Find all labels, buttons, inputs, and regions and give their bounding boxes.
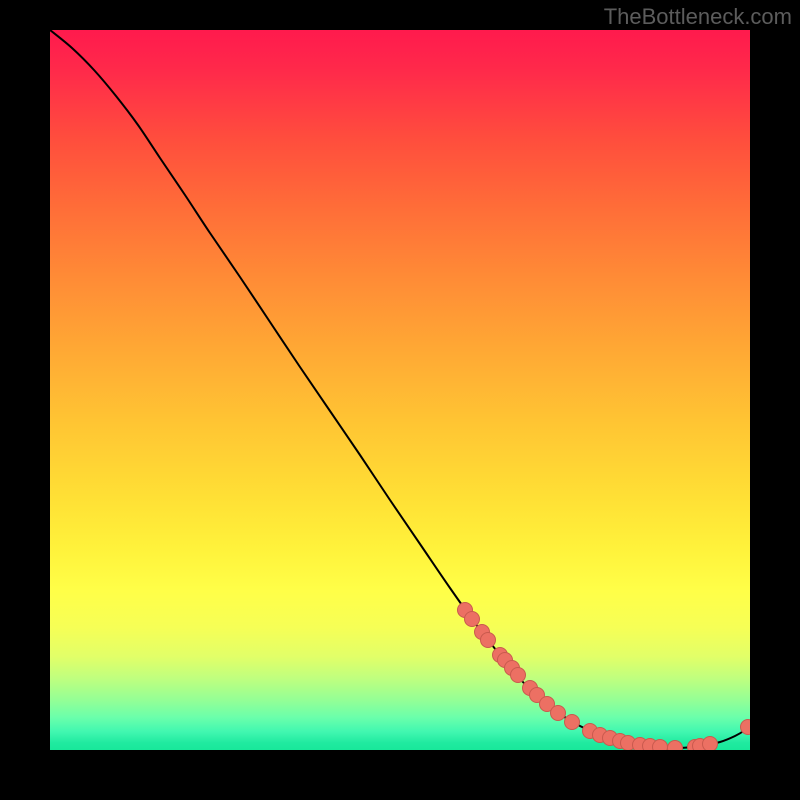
watermark-text: TheBottleneck.com xyxy=(604,4,792,30)
data-marker xyxy=(653,740,668,751)
plot-area xyxy=(50,30,750,750)
chart-overlay xyxy=(50,30,750,750)
data-marker xyxy=(703,737,718,751)
data-marker xyxy=(551,706,566,721)
data-marker xyxy=(481,633,496,648)
chart-container: TheBottleneck.com xyxy=(0,0,800,800)
data-marker xyxy=(565,715,580,730)
data-marker xyxy=(668,741,683,751)
bottleneck-curve xyxy=(50,30,750,748)
data-marker xyxy=(465,612,480,627)
data-marker xyxy=(511,668,526,683)
data-markers xyxy=(458,603,751,751)
